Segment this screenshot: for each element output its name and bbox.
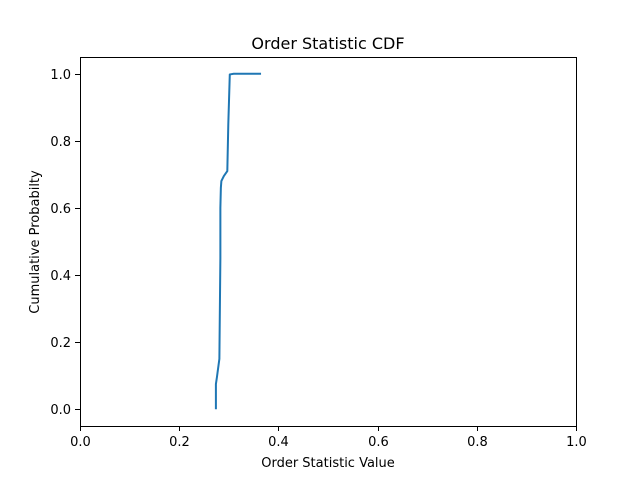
y-axis: 0.0 0.2 0.4 0.6 0.8 1.0 <box>50 68 80 418</box>
x-axis-label: Order Statistic Value <box>261 456 395 471</box>
x-tick-label: 0.0 <box>70 435 91 450</box>
chart-title: Order Statistic CDF <box>251 34 404 53</box>
y-axis-label: Cumulative Probabilty <box>28 170 43 314</box>
cdf-series-line <box>214 72 262 410</box>
x-axis: 0.0 0.2 0.4 0.6 0.8 1.0 <box>70 426 587 450</box>
axes-frame <box>80 57 577 427</box>
y-tick-label: 0.0 <box>50 403 71 418</box>
x-tick-label: 0.6 <box>368 435 389 450</box>
y-tick-label: 0.4 <box>50 269 71 284</box>
x-tick-label: 0.4 <box>268 435 289 450</box>
y-tick-label: 0.2 <box>50 336 71 351</box>
x-tick-label: 0.8 <box>467 435 488 450</box>
y-tick-label: 0.6 <box>50 202 71 217</box>
y-tick-label: 1.0 <box>50 68 71 83</box>
plot-area <box>214 72 262 410</box>
x-tick-label: 0.2 <box>169 435 190 450</box>
x-tick-label: 1.0 <box>566 435 587 450</box>
y-tick-label: 0.8 <box>50 135 71 150</box>
